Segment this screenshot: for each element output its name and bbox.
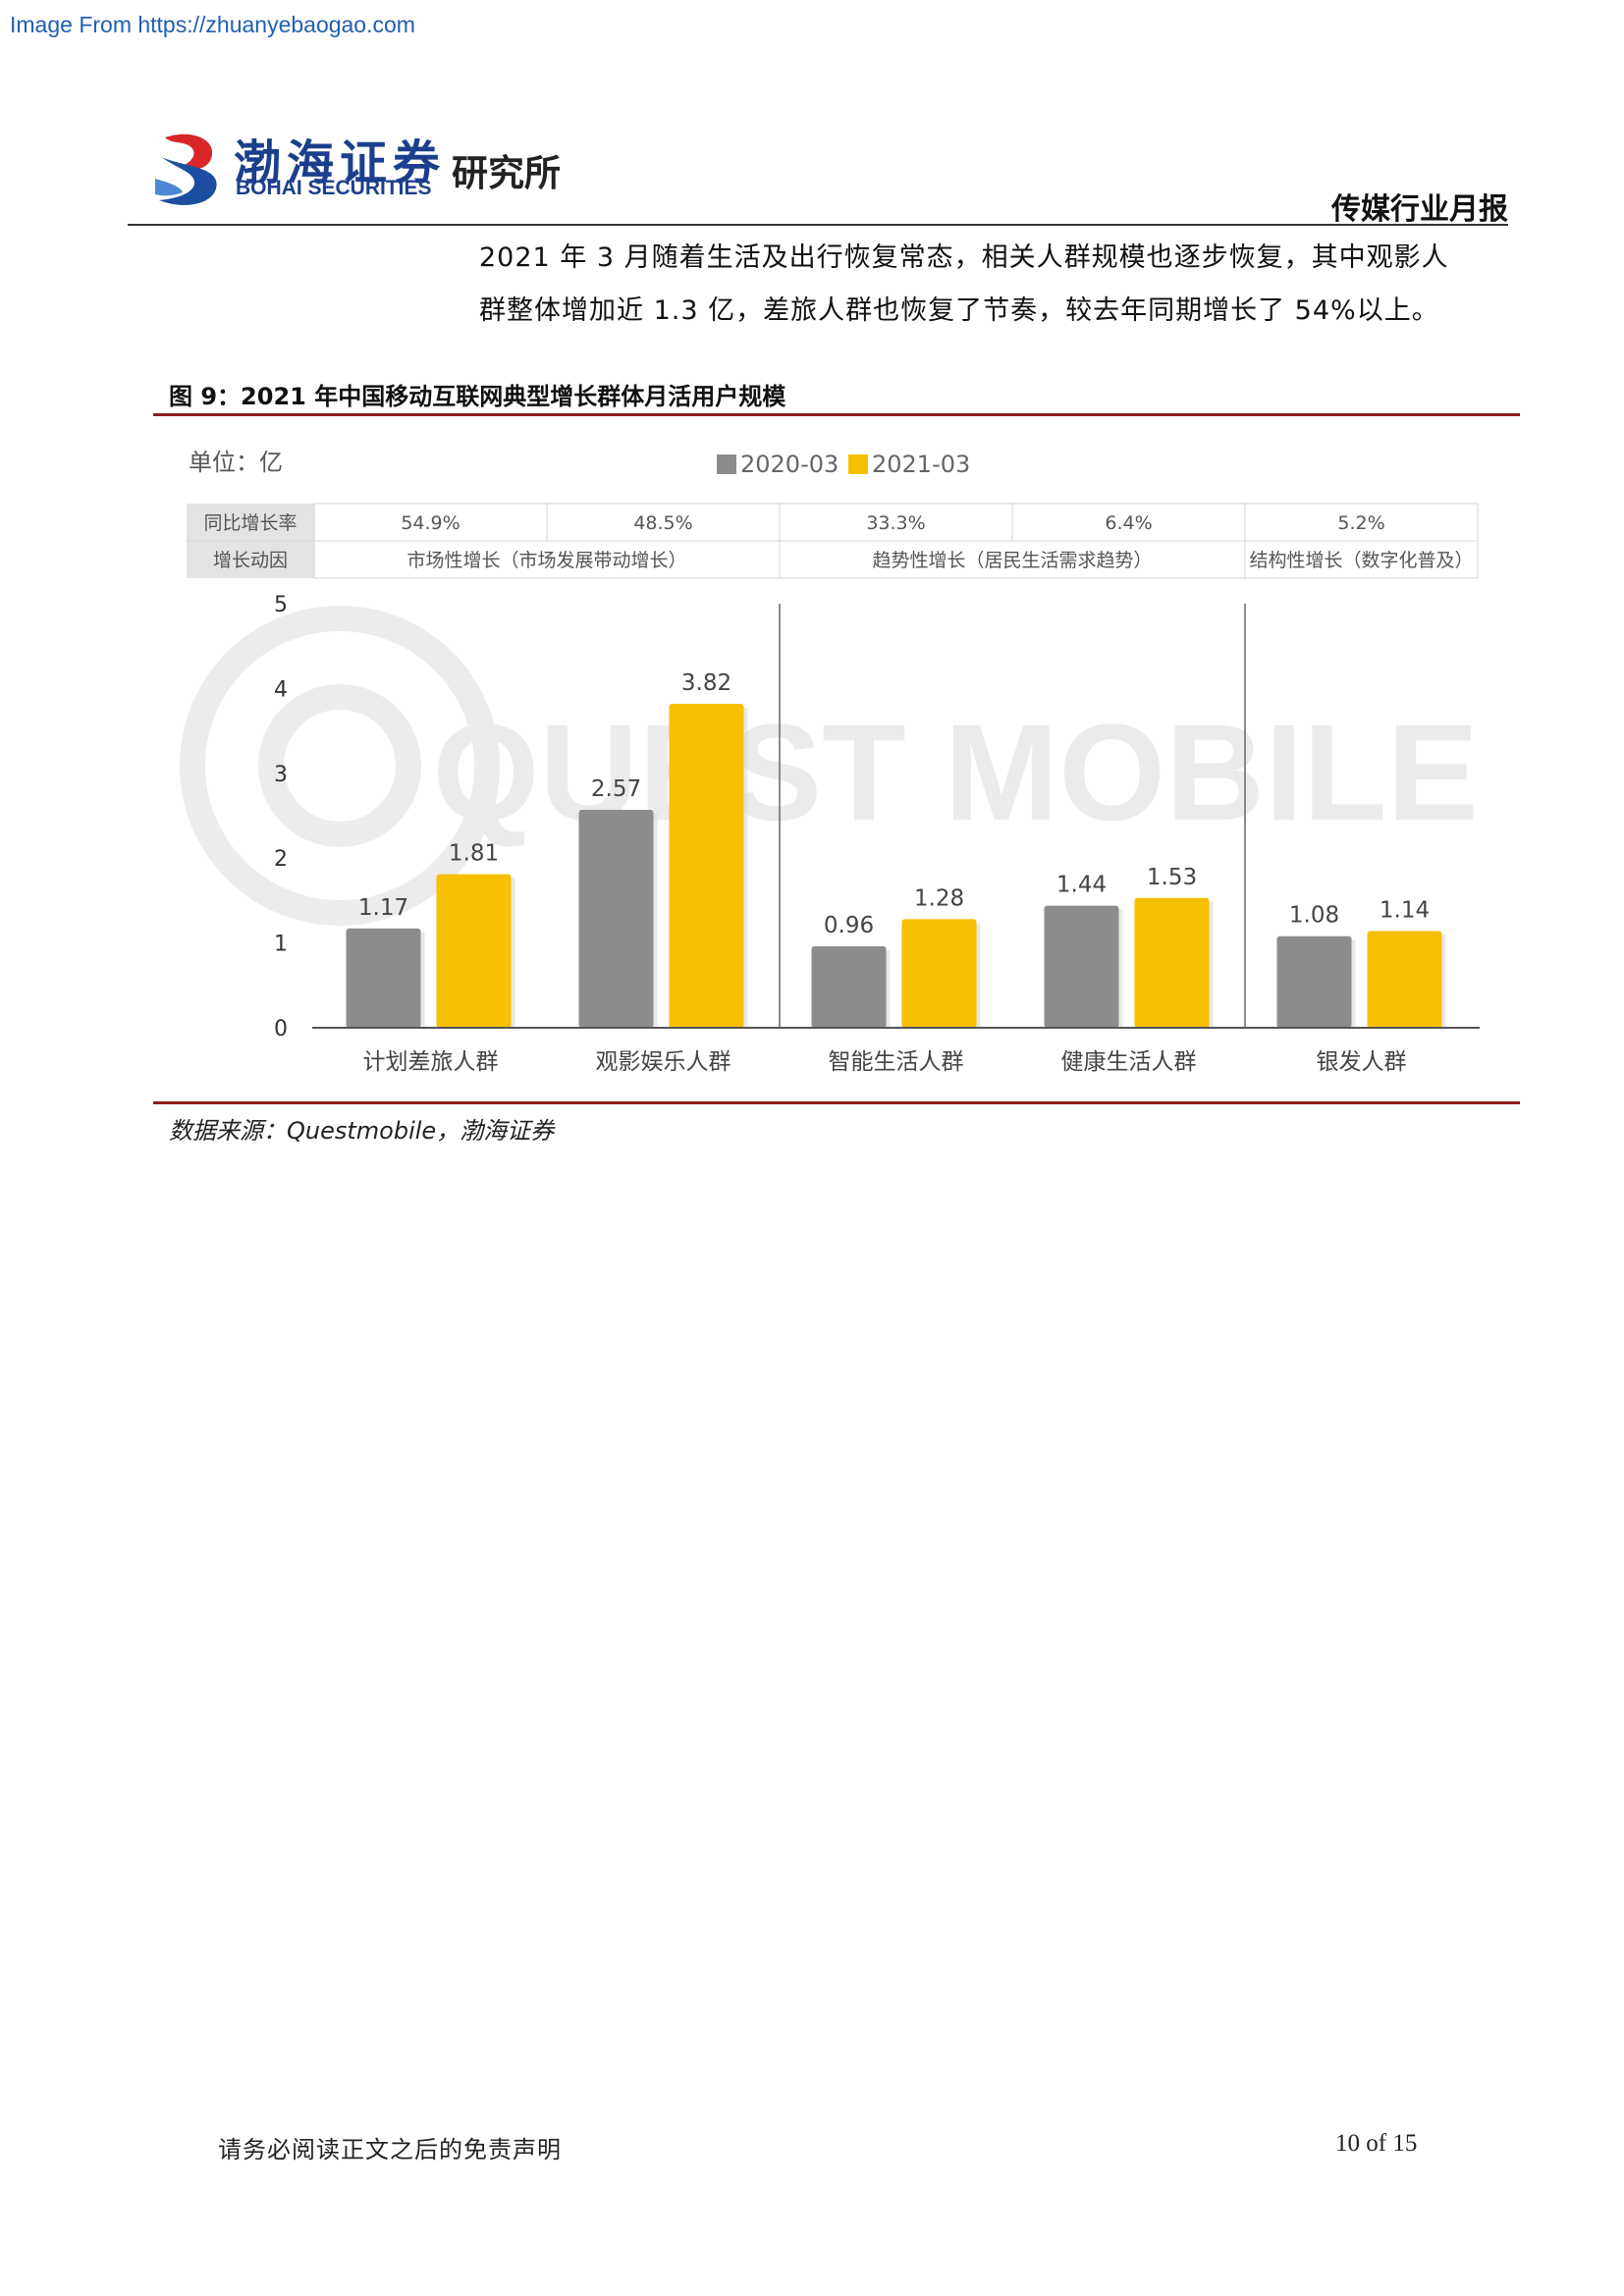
page-number: 10 of 15 <box>1335 2130 1418 2157</box>
data-label-2021: 1.53 <box>1147 865 1197 890</box>
table-row1-label: 同比增长率 <box>203 512 297 534</box>
y-tick-label: 1 <box>274 933 288 957</box>
x-category-label: 银发人群 <box>1317 1049 1407 1075</box>
bar-2021 <box>669 703 744 1028</box>
figure-top-rule <box>153 413 1520 416</box>
data-label-2020: 1.44 <box>1056 873 1107 898</box>
data-label-2020: 2.57 <box>591 776 641 802</box>
table-growth-rate: 54.9% <box>401 512 460 534</box>
institute-label: 研究所 <box>452 152 561 194</box>
table-growth-rate: 5.2% <box>1337 512 1384 534</box>
data-label-2021: 3.82 <box>681 670 731 696</box>
footer-disclaimer: 请务必阅读正文之后的免责声明 <box>218 2136 562 2163</box>
y-tick-label: 0 <box>274 1017 288 1041</box>
x-category-label: 健康生活人群 <box>1061 1049 1197 1075</box>
data-label-2020: 0.96 <box>824 913 874 938</box>
table-row2-label: 增长动因 <box>213 550 288 571</box>
legend-swatch-2020 <box>717 454 736 474</box>
table-growth-driver: 趋势性增长（居民生活需求趋势） <box>872 550 1152 571</box>
data-label-2021: 1.81 <box>449 841 499 867</box>
y-tick-label: 5 <box>274 593 288 617</box>
data-label-2021: 1.14 <box>1380 898 1430 924</box>
y-axis: 0 1 2 3 4 5 <box>274 593 288 1041</box>
figure-bottom-rule <box>153 1101 1520 1104</box>
report-type: 传媒行业月报 <box>1331 192 1508 227</box>
table-growth-rate: 6.4% <box>1105 512 1152 534</box>
unit-label: 单位：亿 <box>189 449 283 476</box>
figure-source: 数据来源：Questmobile，渤海证券 <box>169 1117 555 1145</box>
table-row1-header-bg <box>187 504 314 541</box>
x-axis: 计划差旅人群 观影娱乐人群 智能生活人群 健康生活人群 银发人群 <box>312 1027 1480 1075</box>
paragraph-line-1: 2021 年 3 月随着生活及出行恢复常态，相关人群规模也逐步恢复，其中观影人 <box>479 242 1449 273</box>
bar-2021 <box>436 874 512 1028</box>
table-row2-header-bg <box>187 541 314 578</box>
figure-caption: 图 9：2021 年中国移动互联网典型增长群体月活用户规模 <box>169 383 786 410</box>
data-label-2020: 1.17 <box>358 895 408 921</box>
table-growth-driver: 结构性增长（数字化普及） <box>1249 550 1473 571</box>
bar-2021 <box>1134 897 1210 1028</box>
bar-2020 <box>578 809 654 1028</box>
bohai-logo-icon <box>155 133 217 205</box>
legend-swatch-2021 <box>848 454 868 474</box>
logo-chinese-name: 渤海证券 <box>234 135 447 190</box>
bar-2021 <box>1367 931 1442 1028</box>
watermark-logo-icon <box>180 606 500 926</box>
x-category-label: 计划差旅人群 <box>363 1049 499 1075</box>
source-link[interactable]: Image From https://zhuanyebaogao.com <box>10 12 415 37</box>
data-label-2021: 1.28 <box>914 885 964 911</box>
y-tick-label: 2 <box>274 847 288 872</box>
y-tick-label: 3 <box>274 763 288 787</box>
bar-2021 <box>901 919 977 1028</box>
legend-label-2020: 2020-03 <box>740 451 839 478</box>
bars <box>346 703 1446 1028</box>
legend-label-2021: 2021-03 <box>872 451 970 478</box>
bar-2020 <box>811 946 887 1028</box>
table-growth-rate: 33.3% <box>866 512 925 534</box>
group-dividers <box>779 604 1246 1028</box>
bar-2020 <box>1044 905 1119 1028</box>
bar-chart: QUEST MOBILE 单位：亿 2020-03 2021-03 同比增长率增… <box>180 449 1480 1075</box>
bar-2020 <box>1276 935 1352 1028</box>
paragraph-line-2: 群整体增加近 1.3 亿，差旅人群也恢复了节奏，较去年同期增长了 54%以上。 <box>479 295 1439 326</box>
header-divider <box>128 224 1508 226</box>
table-growth-driver: 市场性增长（市场发展带动增长） <box>406 550 686 571</box>
bar-2020 <box>346 928 421 1028</box>
data-labels: 1.17 2.57 0.96 1.44 1.08 1.81 3.82 1.28 1.53 1.14 <box>358 670 1430 938</box>
data-label-2020: 1.08 <box>1289 903 1339 929</box>
logo-english-name: BOHAI SECURITIES <box>236 177 432 199</box>
x-category-label: 观影娱乐人群 <box>596 1049 731 1075</box>
table-growth-rate: 48.5% <box>633 512 692 534</box>
x-category-label: 智能生活人群 <box>829 1049 964 1075</box>
y-tick-label: 4 <box>274 677 288 702</box>
